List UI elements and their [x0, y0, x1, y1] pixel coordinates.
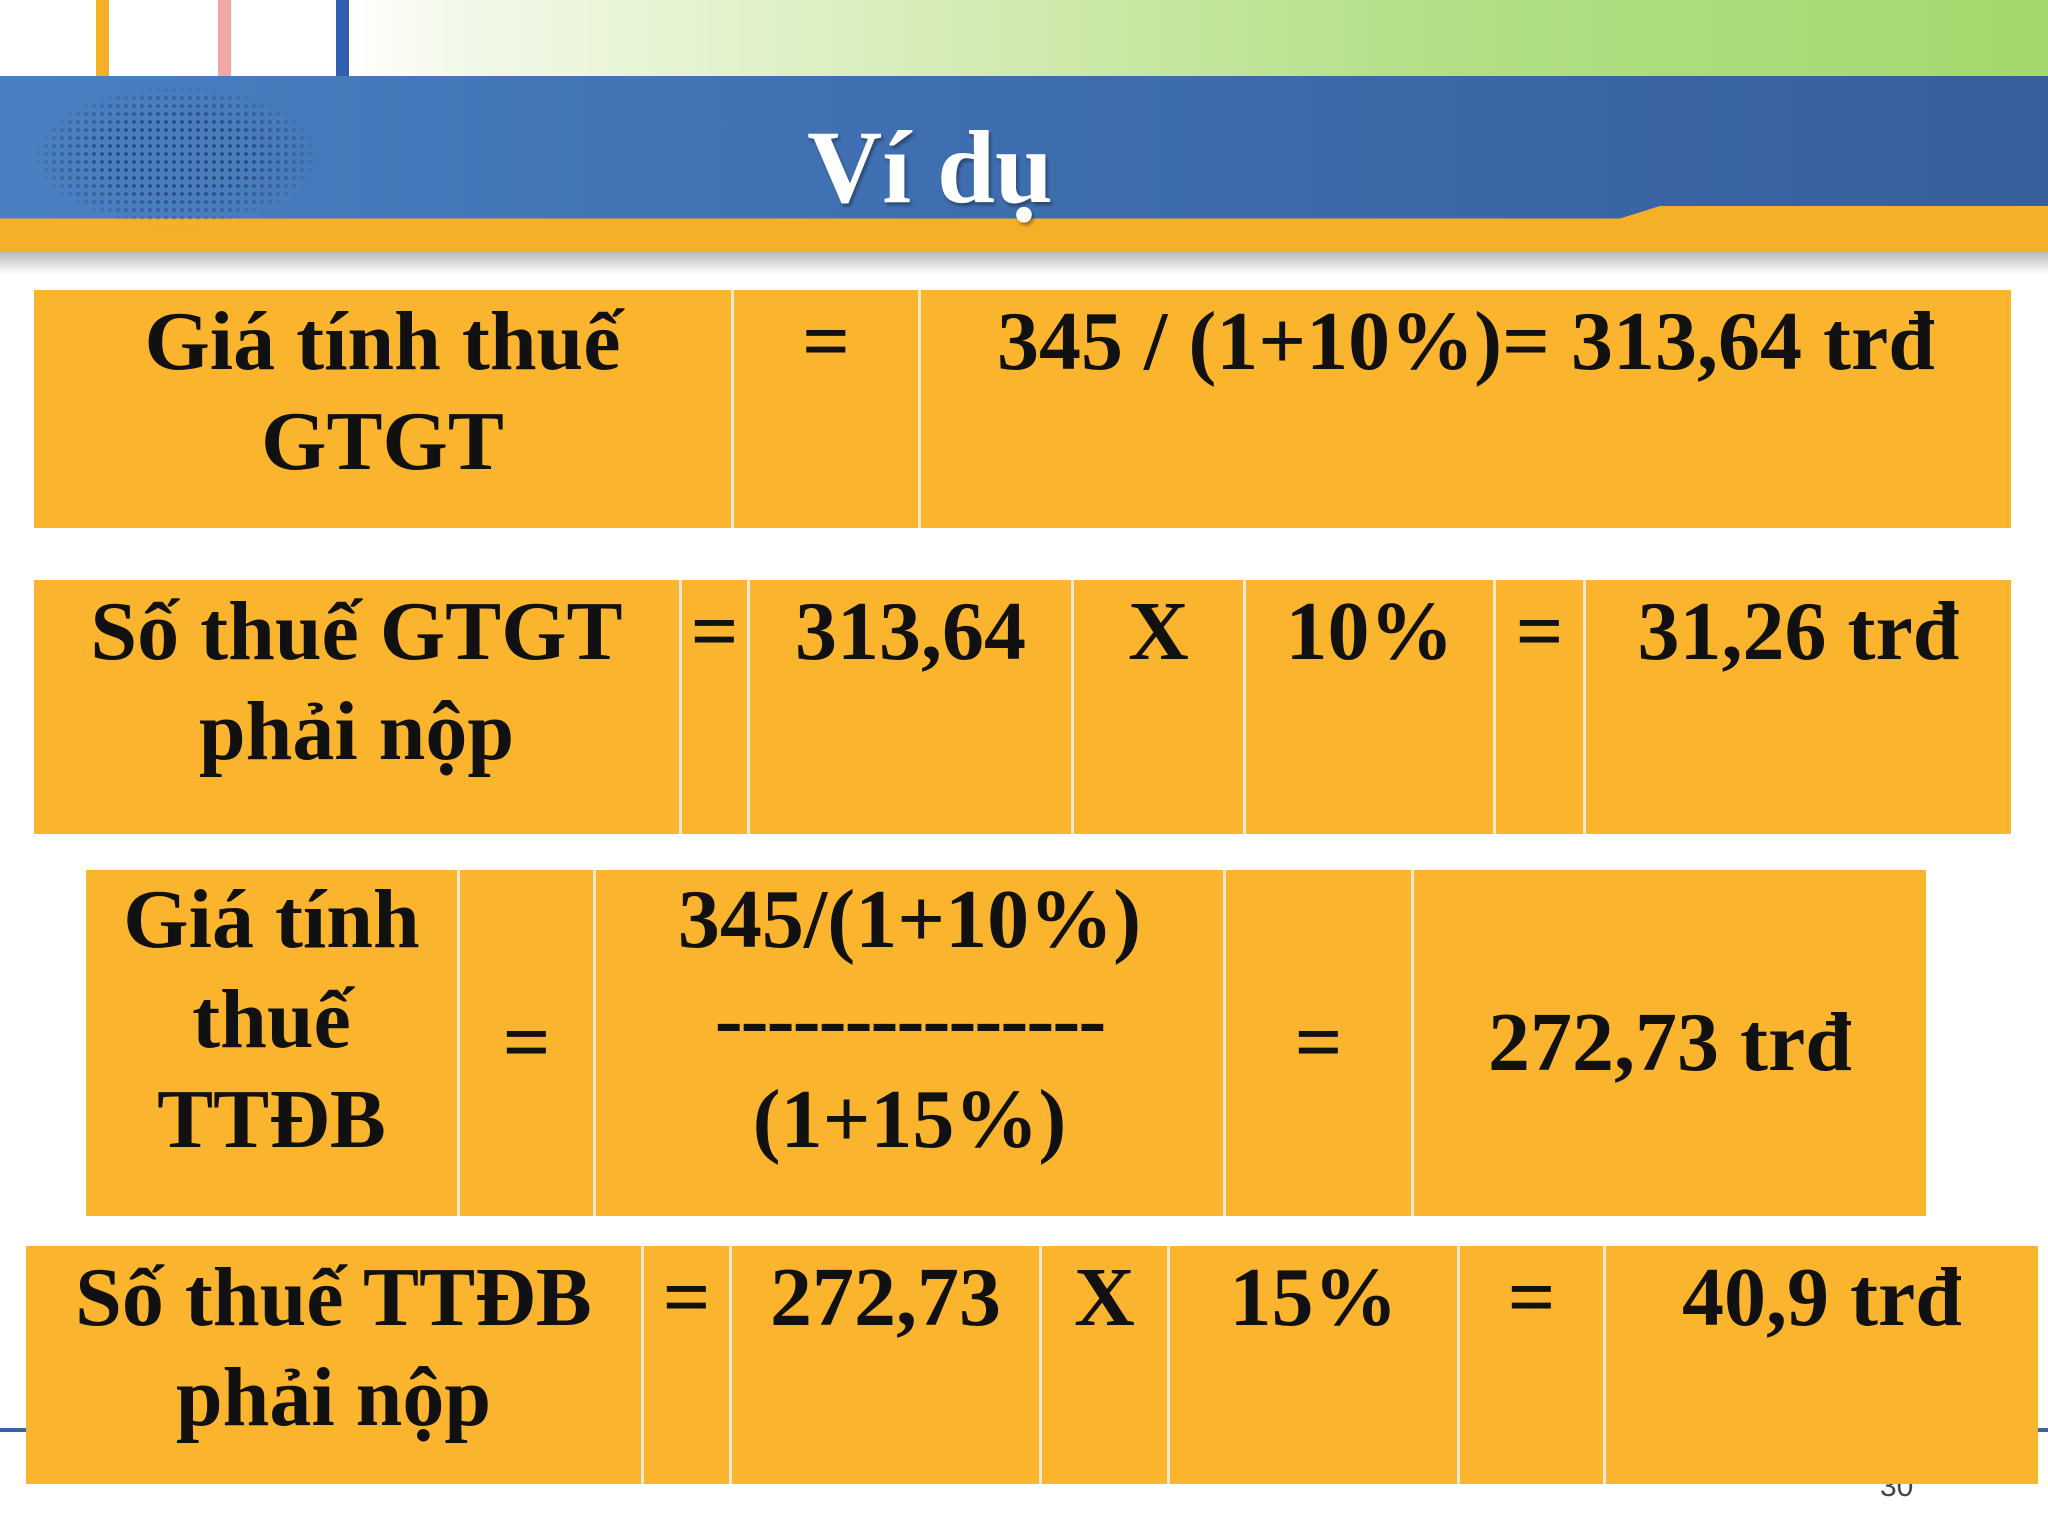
equals-cell: =	[1496, 580, 1586, 834]
formula-label: Số thuế GTGT phải nộp	[34, 580, 682, 834]
base-value: 272,73	[770, 1251, 1001, 1344]
result-value: 272,73 trđ	[1488, 996, 1852, 1089]
header-accent-bar	[218, 0, 231, 78]
formula-expression: 345 / (1+10%)= 313,64 trđ	[921, 290, 2011, 528]
formula-row-so-thue-gtgt: Số thuế GTGT phải nộp = 313,64 X 10% = 3…	[34, 580, 2011, 834]
equals-sign: =	[662, 1251, 711, 1344]
fraction-denominator: (1+15%)	[752, 1073, 1067, 1166]
dotted-globe-logo	[34, 86, 320, 226]
header-accent-bar	[336, 0, 349, 78]
result-cell: 272,73 trđ	[1414, 870, 1926, 1216]
equals-cell: =	[460, 870, 596, 1216]
base-value: 313,64	[795, 585, 1026, 678]
formula-label: Giá tính thuế GTGT	[34, 290, 734, 528]
label-line: Số thuế GTGT	[90, 585, 623, 678]
fraction-cell: 345/(1+10%) --------------- (1+15%)	[596, 870, 1226, 1216]
equals-cell: =	[1226, 870, 1414, 1216]
label-line: phải nộp	[198, 685, 515, 778]
header-top-stripe	[0, 0, 2048, 78]
equals-cell: =	[1460, 1246, 1606, 1484]
multiply-sign: X	[1128, 585, 1189, 678]
slide-title: Ví dụ	[807, 110, 1053, 225]
formula-row-gia-tinh-thue-gtgt: Giá tính thuế GTGT = 345 / (1+10%)= 313,…	[34, 290, 2011, 528]
result-cell: 31,26 trđ	[1586, 580, 2011, 834]
result-value: 31,26 trđ	[1637, 585, 1960, 678]
formula-label: Số thuế TTĐB phải nộp	[26, 1246, 644, 1484]
label-line: TTĐB	[157, 1073, 386, 1166]
fraction-numerator: 345/(1+10%)	[677, 873, 1142, 966]
label-line: GTGT	[261, 395, 504, 488]
multiply-cell: X	[1074, 580, 1246, 834]
tax-rate: 10%	[1285, 585, 1454, 678]
formula-label: Giá tính thuế TTĐB	[86, 870, 460, 1216]
label-line: Giá tính thuế	[144, 295, 621, 388]
label-line: thuế	[192, 973, 351, 1066]
label-line: Giá tính	[123, 873, 420, 966]
label-line: phải nộp	[175, 1351, 492, 1444]
equals-sign: =	[690, 585, 739, 678]
multiply-cell: X	[1042, 1246, 1170, 1484]
equals-sign: =	[802, 295, 850, 388]
rate-cell: 15%	[1170, 1246, 1460, 1484]
expression-text: 345 / (1+10%)= 313,64 trđ	[997, 295, 1935, 388]
result-value: 40,9 trđ	[1682, 1251, 1962, 1344]
equals-sign: =	[1507, 1251, 1556, 1344]
label-line: Số thuế TTĐB	[75, 1251, 592, 1344]
equals-cell: =	[644, 1246, 732, 1484]
formula-row-gia-tinh-thue-ttdb: Giá tính thuế TTĐB = 345/(1+10%) -------…	[86, 870, 1926, 1216]
rate-cell: 10%	[1246, 580, 1496, 834]
equals-sign: =	[502, 996, 551, 1089]
base-value-cell: 272,73	[732, 1246, 1042, 1484]
equals-cell: =	[734, 290, 921, 528]
equals-sign: =	[1515, 585, 1564, 678]
equals-sign: =	[1294, 996, 1343, 1089]
formula-row-so-thue-ttdb: Số thuế TTĐB phải nộp = 272,73 X 15% = 4…	[26, 1246, 2038, 1484]
title-band-shadow	[0, 252, 2048, 274]
header-accent-bar	[96, 0, 109, 78]
fraction-bar: ---------------	[714, 973, 1107, 1066]
result-cell: 40,9 trđ	[1606, 1246, 2038, 1484]
equals-cell: =	[682, 580, 750, 834]
tax-rate: 15%	[1229, 1251, 1398, 1344]
multiply-sign: X	[1074, 1251, 1135, 1344]
base-value-cell: 313,64	[750, 580, 1074, 834]
